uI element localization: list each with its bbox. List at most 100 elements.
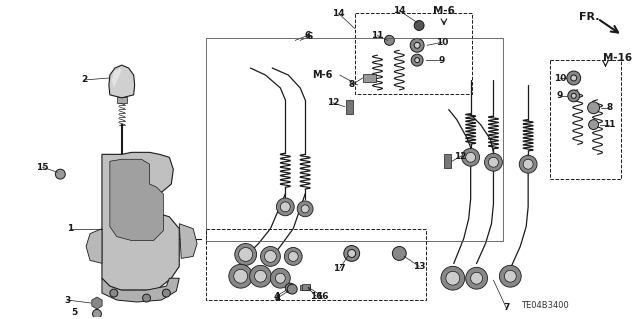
Text: 7: 7 xyxy=(503,303,509,313)
Circle shape xyxy=(235,243,257,265)
Polygon shape xyxy=(102,278,179,302)
Text: 16: 16 xyxy=(310,292,323,300)
Circle shape xyxy=(110,289,118,297)
Circle shape xyxy=(589,120,598,130)
Text: 4: 4 xyxy=(273,292,280,300)
Text: 8: 8 xyxy=(606,103,612,112)
Circle shape xyxy=(255,270,266,282)
Bar xyxy=(355,12,472,94)
Circle shape xyxy=(271,268,291,288)
Polygon shape xyxy=(102,152,179,290)
Circle shape xyxy=(264,250,276,262)
Polygon shape xyxy=(112,68,122,88)
Text: 10: 10 xyxy=(436,38,448,47)
Text: FR.: FR. xyxy=(579,11,600,22)
Text: 9: 9 xyxy=(557,91,563,100)
Bar xyxy=(346,100,353,114)
Bar xyxy=(363,74,376,82)
Circle shape xyxy=(275,273,285,283)
Circle shape xyxy=(287,284,297,294)
Polygon shape xyxy=(179,224,197,258)
Bar xyxy=(115,184,145,192)
Circle shape xyxy=(411,54,423,66)
Text: 1: 1 xyxy=(67,224,74,233)
Circle shape xyxy=(288,251,298,261)
Bar xyxy=(444,154,451,168)
Text: 12: 12 xyxy=(454,152,467,161)
Text: 12: 12 xyxy=(326,98,339,107)
Text: 5: 5 xyxy=(71,308,77,317)
Text: 2: 2 xyxy=(81,76,87,85)
Text: 11: 11 xyxy=(371,31,384,40)
Text: M-6: M-6 xyxy=(312,70,332,80)
Circle shape xyxy=(348,249,356,257)
Circle shape xyxy=(567,71,580,85)
Text: M-6: M-6 xyxy=(433,6,455,16)
Bar xyxy=(550,60,621,179)
Text: 8: 8 xyxy=(349,80,355,89)
Circle shape xyxy=(414,20,424,30)
Circle shape xyxy=(571,75,577,81)
Circle shape xyxy=(234,269,248,283)
Circle shape xyxy=(143,294,150,302)
Circle shape xyxy=(488,157,499,167)
Circle shape xyxy=(280,202,291,212)
Circle shape xyxy=(441,266,465,290)
Circle shape xyxy=(93,309,102,318)
Text: 15: 15 xyxy=(36,163,49,172)
Circle shape xyxy=(344,246,360,261)
Circle shape xyxy=(466,152,476,162)
Circle shape xyxy=(446,271,460,285)
Circle shape xyxy=(484,153,502,171)
Circle shape xyxy=(285,283,295,293)
Bar xyxy=(300,285,310,290)
Bar xyxy=(115,214,145,222)
Polygon shape xyxy=(109,65,134,98)
Circle shape xyxy=(392,247,406,260)
Circle shape xyxy=(499,265,521,287)
Text: 10: 10 xyxy=(554,73,566,83)
Text: M-16: M-16 xyxy=(603,53,632,63)
Bar xyxy=(206,38,504,241)
Circle shape xyxy=(284,248,302,265)
Circle shape xyxy=(55,169,65,179)
Circle shape xyxy=(588,102,600,114)
Circle shape xyxy=(415,58,420,63)
Text: 4: 4 xyxy=(274,293,280,302)
Circle shape xyxy=(519,155,537,173)
Circle shape xyxy=(414,42,420,48)
Circle shape xyxy=(572,93,576,98)
Circle shape xyxy=(260,247,280,266)
Text: 13: 13 xyxy=(413,262,426,271)
Text: 17: 17 xyxy=(333,264,346,273)
Bar xyxy=(115,169,145,177)
Circle shape xyxy=(385,35,394,45)
Circle shape xyxy=(466,267,488,289)
Text: 6: 6 xyxy=(307,32,313,41)
Circle shape xyxy=(470,272,483,284)
Polygon shape xyxy=(110,159,163,241)
Bar xyxy=(117,97,127,103)
Circle shape xyxy=(239,248,253,261)
Text: 6: 6 xyxy=(305,31,311,40)
Bar xyxy=(302,284,310,290)
Bar xyxy=(115,199,145,207)
Text: 11: 11 xyxy=(603,120,616,129)
Text: 14: 14 xyxy=(333,9,345,18)
Text: TE04B3400: TE04B3400 xyxy=(521,301,569,310)
Circle shape xyxy=(461,148,479,166)
Text: 3: 3 xyxy=(64,295,70,305)
Polygon shape xyxy=(92,297,102,309)
Circle shape xyxy=(250,265,271,287)
Text: 14: 14 xyxy=(393,6,406,15)
Circle shape xyxy=(163,289,170,297)
Polygon shape xyxy=(86,229,102,263)
Circle shape xyxy=(523,159,533,169)
Circle shape xyxy=(568,90,580,102)
Circle shape xyxy=(297,201,313,217)
Text: 9: 9 xyxy=(439,56,445,65)
Bar xyxy=(206,229,426,300)
Circle shape xyxy=(504,270,516,282)
Circle shape xyxy=(229,264,253,288)
Circle shape xyxy=(301,205,309,213)
